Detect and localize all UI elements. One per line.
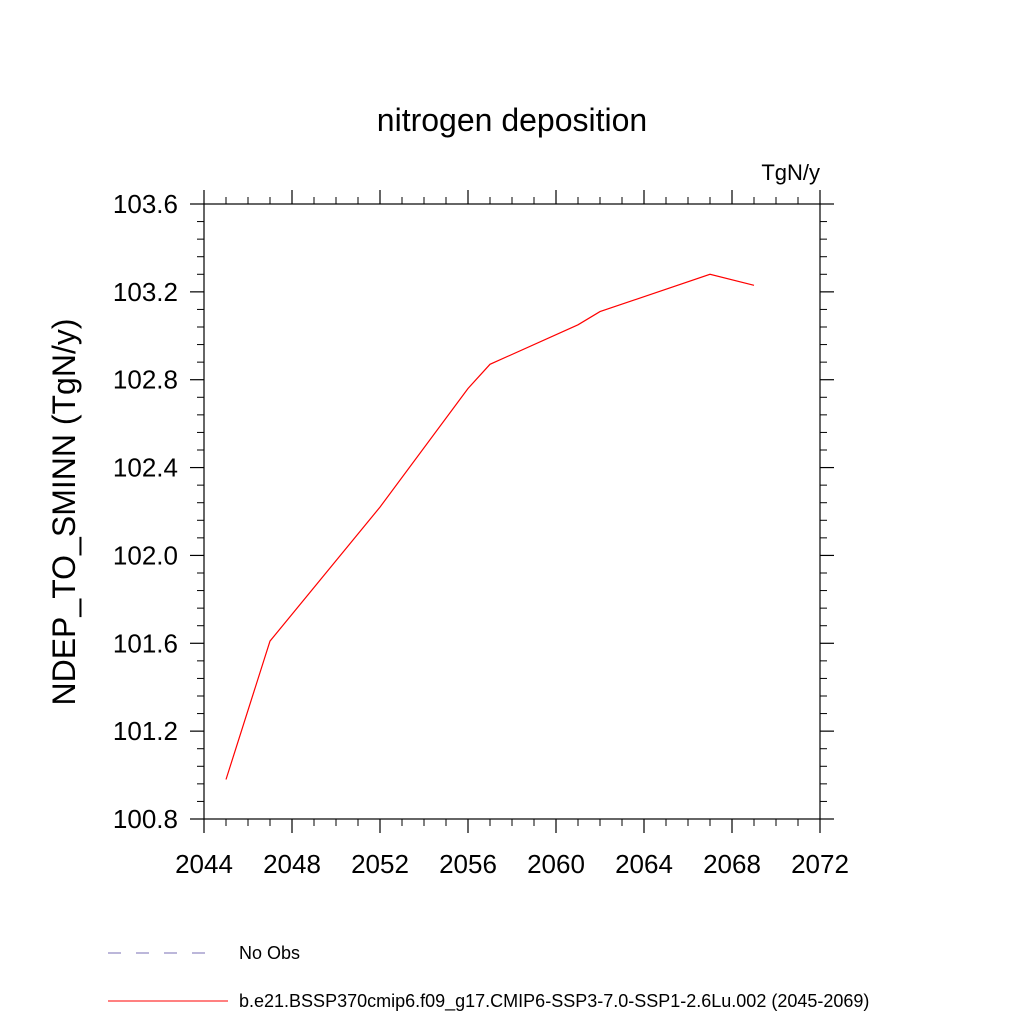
chart-title: nitrogen deposition (377, 102, 647, 138)
axis-ticks: 2044 2048 2052 2056 2060 2064 2068 2072 100.8 101… (113, 189, 849, 879)
x-tick-label: 2072 (791, 849, 849, 879)
y-tick-label: 101.6 (113, 628, 178, 658)
y-tick-label: 103.2 (113, 277, 178, 307)
y-tick-label: 102.0 (113, 540, 178, 570)
y-tick-label: 102.8 (113, 365, 178, 395)
legend: No Obs b.e21.BSSP370cmip6.f09_g17.CMIP6-… (108, 943, 869, 1012)
y-axis-label: NDEP_TO_SMINN (TgN/y) (46, 318, 82, 705)
plot-frame (203, 203, 821, 820)
x-tick-label: 2052 (351, 849, 409, 879)
series-line-1 (225, 273, 755, 780)
x-tick-label: 2048 (263, 849, 321, 879)
x-tick-label: 2068 (703, 849, 761, 879)
legend-label-model-run: b.e21.BSSP370cmip6.f09_g17.CMIP6-SSP3-7.… (239, 991, 869, 1012)
legend-label-no-obs: No Obs (239, 943, 300, 963)
units-label: TgN/y (761, 160, 820, 185)
y-tick-label: 103.6 (113, 189, 178, 219)
x-tick-label: 2044 (175, 849, 233, 879)
y-tick-label: 101.2 (113, 716, 178, 746)
data-series (225, 273, 755, 780)
x-tick-label: 2056 (439, 849, 497, 879)
x-tick-label: 2060 (527, 849, 585, 879)
x-tick-label: 2064 (615, 849, 673, 879)
y-tick-label: 102.4 (113, 453, 178, 483)
y-tick-label: 100.8 (113, 804, 178, 834)
